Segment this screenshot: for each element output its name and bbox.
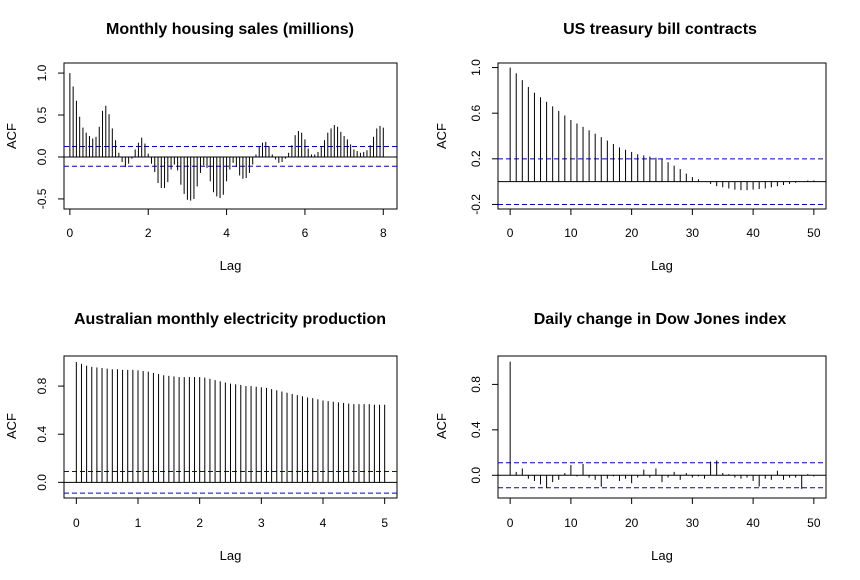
- x-tick-label: 20: [625, 226, 639, 240]
- x-tick-label: 30: [686, 516, 700, 530]
- chart-title: Australian monthly electricity productio…: [74, 311, 386, 328]
- y-tick-label: 0.8: [469, 376, 483, 393]
- chart-title: Daily change in Dow Jones index: [534, 311, 787, 328]
- x-tick-label: 30: [686, 226, 700, 240]
- x-axis-label: Lag: [220, 258, 242, 273]
- chart-title: Monthly housing sales (millions): [106, 21, 354, 38]
- y-axis-label: ACF: [4, 413, 19, 439]
- x-tick-label: 50: [807, 226, 821, 240]
- acf-panel-4: Daily change in Dow Jones index 0 10 20 30 40…: [434, 311, 827, 563]
- acf-panel-3: Australian monthly electricity productio…: [4, 311, 398, 563]
- y-tick-label: 0.0: [35, 474, 49, 491]
- x-tick-label: 4: [320, 516, 327, 530]
- x-tick-label: 8: [380, 226, 387, 240]
- x-tick-label: 1: [135, 516, 142, 530]
- x-tick-label: 20: [625, 516, 639, 530]
- y-tick-label: 0.8: [35, 377, 49, 394]
- y-tick-label: 0.4: [469, 421, 483, 438]
- x-axis-label: Lag: [220, 548, 242, 563]
- x-tick-label: 0: [507, 516, 514, 530]
- acf-panel-2: US treasury bill contracts 0 10 20 30 40 50 -0.…: [434, 21, 827, 273]
- y-tick-label: 0.4: [35, 426, 49, 443]
- x-tick-label: 10: [564, 516, 578, 530]
- x-tick-label: 6: [302, 226, 309, 240]
- y-axis-label: ACF: [434, 413, 449, 439]
- x-tick-label: 3: [258, 516, 265, 530]
- x-tick-label: 50: [807, 516, 821, 530]
- y-tick-label: 0.6: [469, 105, 483, 122]
- y-tick-label: 0.0: [35, 148, 49, 165]
- y-tick-label: 0.0: [469, 467, 483, 484]
- x-axis-label: Lag: [651, 548, 673, 563]
- x-tick-label: 0: [507, 226, 514, 240]
- x-tick-label: 40: [746, 226, 760, 240]
- acf-panel-1: Monthly housing sales (millions) 0 2 4 6 8 -0.…: [4, 21, 398, 273]
- x-tick-label: 0: [73, 516, 80, 530]
- x-tick-label: 4: [223, 226, 230, 240]
- x-tick-label: 0: [67, 226, 74, 240]
- x-tick-label: 2: [145, 226, 152, 240]
- plot-frame: [63, 62, 398, 210]
- y-tick-label: 0.2: [469, 150, 483, 167]
- y-tick-label: 0.5: [35, 106, 49, 123]
- chart-title: US treasury bill contracts: [563, 21, 757, 38]
- y-tick-label: -0.5: [35, 188, 49, 209]
- x-tick-label: 2: [196, 516, 203, 530]
- x-axis-label: Lag: [651, 258, 673, 273]
- y-axis-label: ACF: [434, 123, 449, 149]
- y-tick-label: 1.0: [469, 59, 483, 76]
- x-tick-label: 5: [381, 516, 388, 530]
- x-tick-label: 10: [564, 226, 578, 240]
- y-axis-label: ACF: [4, 123, 19, 149]
- y-tick-label: 1.0: [35, 64, 49, 81]
- y-tick-label: -0.2: [469, 194, 483, 215]
- x-tick-label: 40: [746, 516, 760, 530]
- plot-frame: [497, 62, 827, 210]
- plot-frame: [63, 355, 398, 499]
- plot-frame: [497, 355, 827, 499]
